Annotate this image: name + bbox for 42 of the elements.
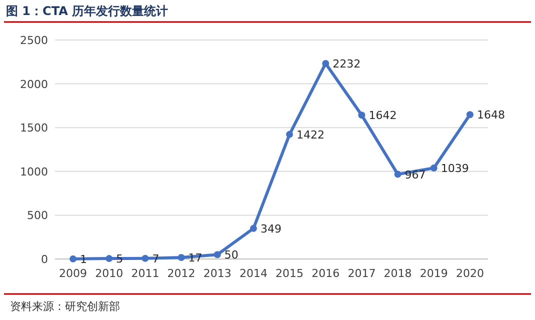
data-label: 1648 [476,108,505,122]
point [286,130,294,138]
x-tick-label: 2020 [456,267,484,280]
chart-title: 图 1：CTA 历年发行数量统计 [6,4,168,18]
point [178,254,185,262]
data-label: 967 [404,168,426,182]
point [394,170,402,178]
data-label: 1642 [368,109,397,122]
y-tick-label: 1500 [20,122,48,135]
data-label: 349 [260,222,282,236]
x-tick-label: 2010 [95,267,124,280]
x-tick-label: 2009 [59,267,88,280]
point [466,111,474,118]
y-tick-label: 1000 [20,165,48,178]
x-tick-label: 2015 [276,267,304,280]
point [106,255,113,262]
x-tick-label: 2016 [312,267,340,280]
point [430,164,438,172]
data-label: 5 [116,252,124,266]
point [358,112,366,119]
x-tick-label: 2017 [348,267,376,280]
point [142,254,149,262]
data-label: 1 [80,252,88,266]
y-tick-label: 2500 [20,34,48,47]
x-tick-label: 2013 [203,267,232,280]
y-tick-label: 500 [27,209,48,222]
point [250,224,257,232]
y-tick-label: 2000 [20,78,48,91]
x-tick-label: 2019 [420,267,448,280]
point [322,60,330,67]
point [70,255,77,262]
y-tick-label: 0 [41,253,48,266]
x-tick-label: 2011 [131,267,160,280]
data-label: 1039 [440,162,469,175]
x-tick-label: 2014 [239,267,268,280]
x-tick-label: 2018 [384,267,412,280]
data-label: 50 [224,248,238,262]
point [214,251,221,258]
data-label: 2232 [332,57,361,70]
x-tick-label: 2012 [167,267,196,280]
text: 资料来源：研究创新部 [10,300,120,313]
data-label: 1422 [296,128,325,142]
